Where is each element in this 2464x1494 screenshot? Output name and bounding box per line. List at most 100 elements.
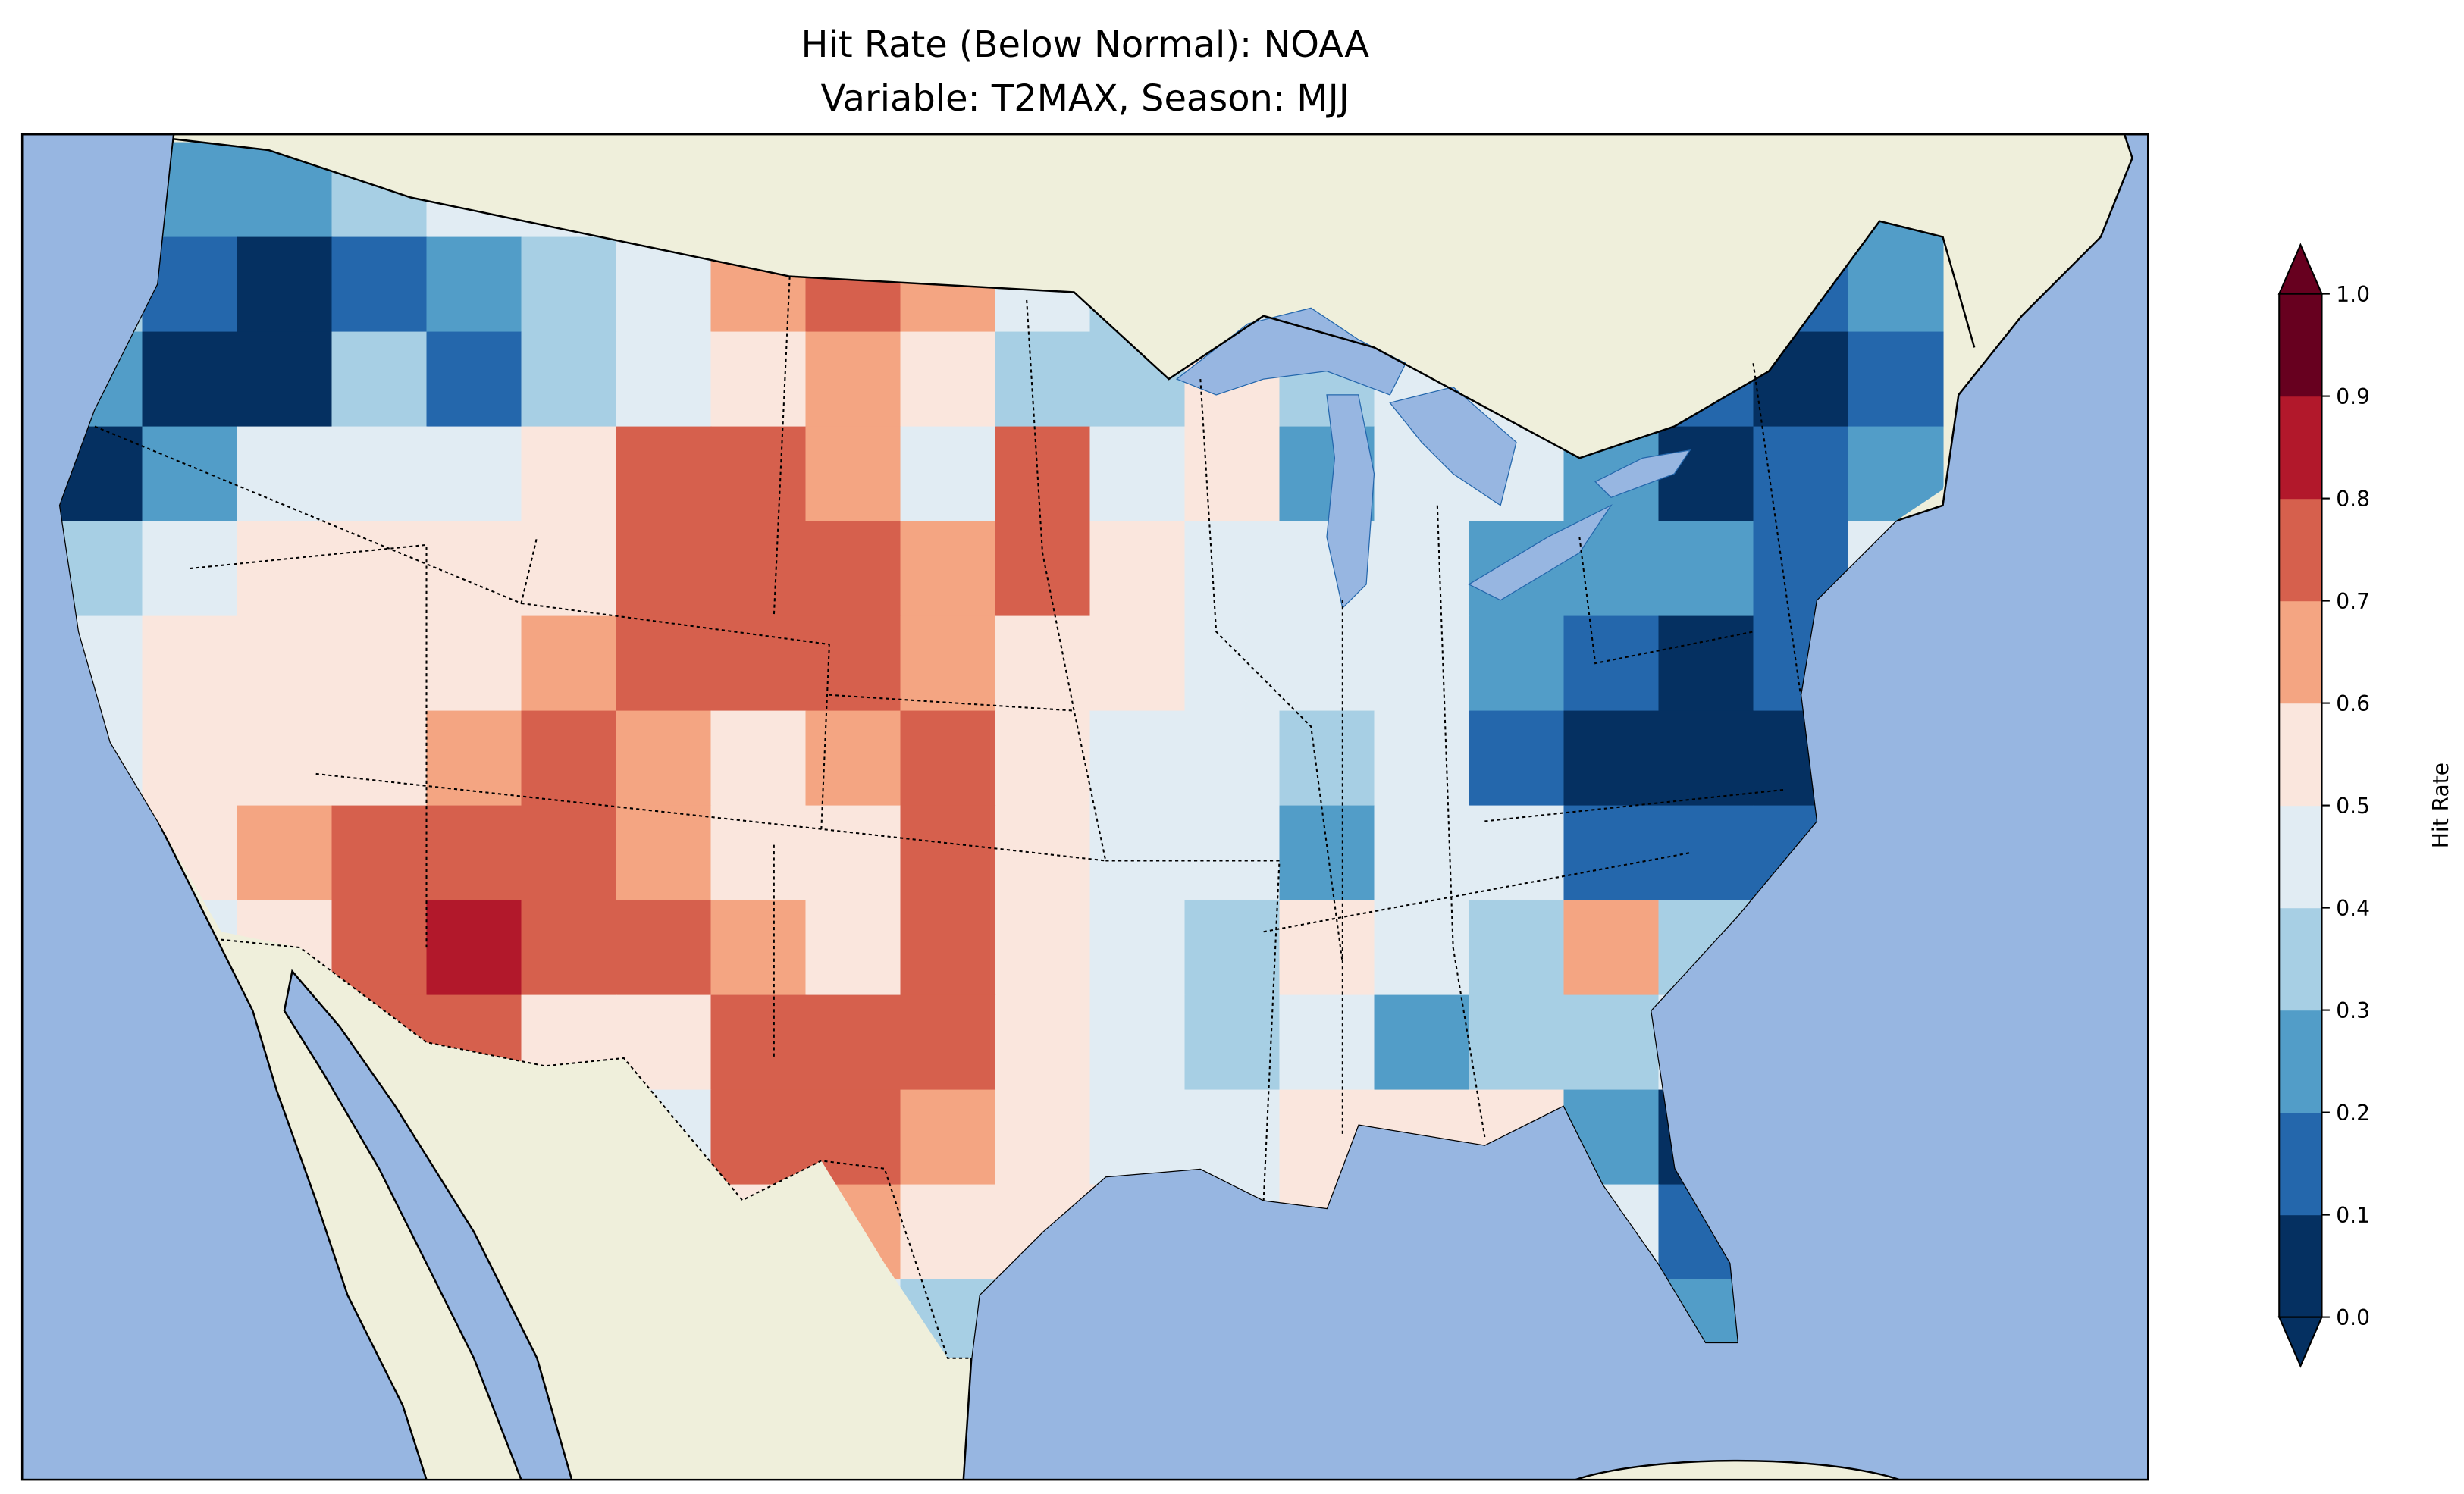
great-lakes	[1175, 307, 1691, 609]
grid-cell	[142, 615, 238, 712]
colorbar-segment	[2279, 293, 2322, 397]
grid-cell	[1469, 994, 1565, 1091]
colorbar-tick-label: 0.5	[2336, 794, 2370, 819]
yucatan-land	[1572, 1459, 1902, 1480]
chart-title-line2: Variable: T2MAX, Season: MJJ	[821, 78, 1350, 120]
grid-cell	[1279, 805, 1375, 901]
grid-cell	[805, 331, 901, 428]
grid-cell	[1089, 900, 1186, 996]
lake-erie	[1468, 504, 1613, 601]
grid-cell	[710, 710, 807, 807]
mexico-border	[221, 938, 972, 1359]
grid-cell	[995, 900, 1091, 996]
grid-cell	[1089, 426, 1186, 522]
grid-cell	[237, 426, 333, 522]
grid-cell	[331, 900, 428, 996]
colorbar-extend-min	[2277, 1316, 2324, 1368]
state-borders	[94, 276, 1802, 1201]
colorbar-tick-label: 1.0	[2336, 282, 2370, 307]
grid-cell	[521, 710, 617, 807]
grid-cell	[805, 426, 901, 522]
grid-cell	[900, 615, 996, 712]
grid-cell	[1184, 615, 1281, 712]
grid-cell	[1469, 900, 1565, 996]
grid-cell	[995, 331, 1091, 428]
grid-cell	[1089, 805, 1186, 901]
grid-cell	[616, 805, 712, 901]
grid-cell	[426, 236, 522, 333]
grid-cell	[995, 615, 1091, 712]
grid-cell	[521, 900, 617, 996]
grid-cell	[521, 805, 617, 901]
grid-cell	[331, 805, 428, 901]
grid-cell	[521, 331, 617, 428]
grid-cell	[805, 615, 901, 712]
grid-cell	[1563, 900, 1660, 996]
grid-cell	[521, 236, 617, 333]
grid-cell	[1563, 615, 1660, 712]
grid-cell	[1184, 426, 1281, 522]
grid-cell	[1658, 615, 1754, 712]
grid-cell	[616, 331, 712, 428]
grid-cell	[1089, 615, 1186, 712]
grid-cell	[710, 900, 807, 996]
grid-cell	[616, 710, 712, 807]
canada-border	[174, 138, 1976, 459]
grid-cell	[1089, 710, 1186, 807]
grid-cell	[900, 331, 996, 428]
lake-ontario	[1594, 449, 1691, 499]
grid-cell	[995, 426, 1091, 522]
grid-cell	[1374, 615, 1470, 712]
grid-cell	[426, 615, 522, 712]
grid-cell	[1374, 994, 1470, 1091]
colorbar-segment	[2279, 805, 2322, 909]
grid-cell	[1184, 710, 1281, 807]
grid-cell	[331, 331, 428, 428]
grid-cell	[237, 710, 333, 807]
grid-cell	[900, 805, 996, 901]
grid-cell	[1184, 521, 1281, 617]
grid-cell	[1184, 900, 1281, 996]
grid-cell	[331, 710, 428, 807]
grid-cell	[426, 710, 522, 807]
colorbar-extend-max	[2277, 243, 2324, 295]
grid-cell	[805, 521, 901, 617]
grid-cell	[426, 805, 522, 901]
grid-cell	[1563, 710, 1660, 807]
grid-cell	[1469, 710, 1565, 807]
grid-cell	[1848, 236, 1944, 333]
grid-cell	[710, 331, 807, 428]
grid-cell	[426, 521, 522, 617]
grid-cell	[1089, 994, 1186, 1091]
colorbar-tick-label: 0.1	[2336, 1203, 2370, 1228]
grid-cell	[710, 1089, 807, 1185]
grid-cell	[426, 426, 522, 522]
grid-cell	[995, 521, 1091, 617]
grid-cell	[1658, 521, 1754, 617]
lake-huron	[1389, 386, 1517, 506]
grid-cell	[331, 426, 428, 522]
colorbar-tick-label: 0.3	[2336, 998, 2370, 1023]
colorbar-tick-label: 0.8	[2336, 487, 2370, 512]
grid-cell	[995, 994, 1091, 1091]
grid-cell	[237, 331, 333, 428]
grid-cell	[1469, 805, 1565, 901]
grid-cell	[710, 521, 807, 617]
grid-cell	[1089, 1089, 1186, 1185]
grid-cell	[142, 426, 238, 522]
grid-cell	[1279, 994, 1375, 1091]
colorbar-tick-label: 0.9	[2336, 384, 2370, 409]
grid-cell	[521, 426, 617, 522]
grid-cell	[1279, 710, 1375, 807]
grid-cell	[1753, 426, 1849, 522]
grid-cell	[900, 994, 996, 1091]
grid-cell	[616, 426, 712, 522]
grid-cell	[1563, 805, 1660, 901]
colorbar-tick-label: 0.4	[2336, 896, 2370, 921]
grid-cell	[142, 331, 238, 428]
colorbar-tick-label: 0.2	[2336, 1101, 2370, 1126]
colorbar: 0.0 0.1 0.2 0.3 0.4 0.5 0.6 0.7 0.8 0.9 1.0	[2277, 243, 2370, 1368]
grid-cell	[521, 615, 617, 712]
grid-cell	[1374, 805, 1470, 901]
